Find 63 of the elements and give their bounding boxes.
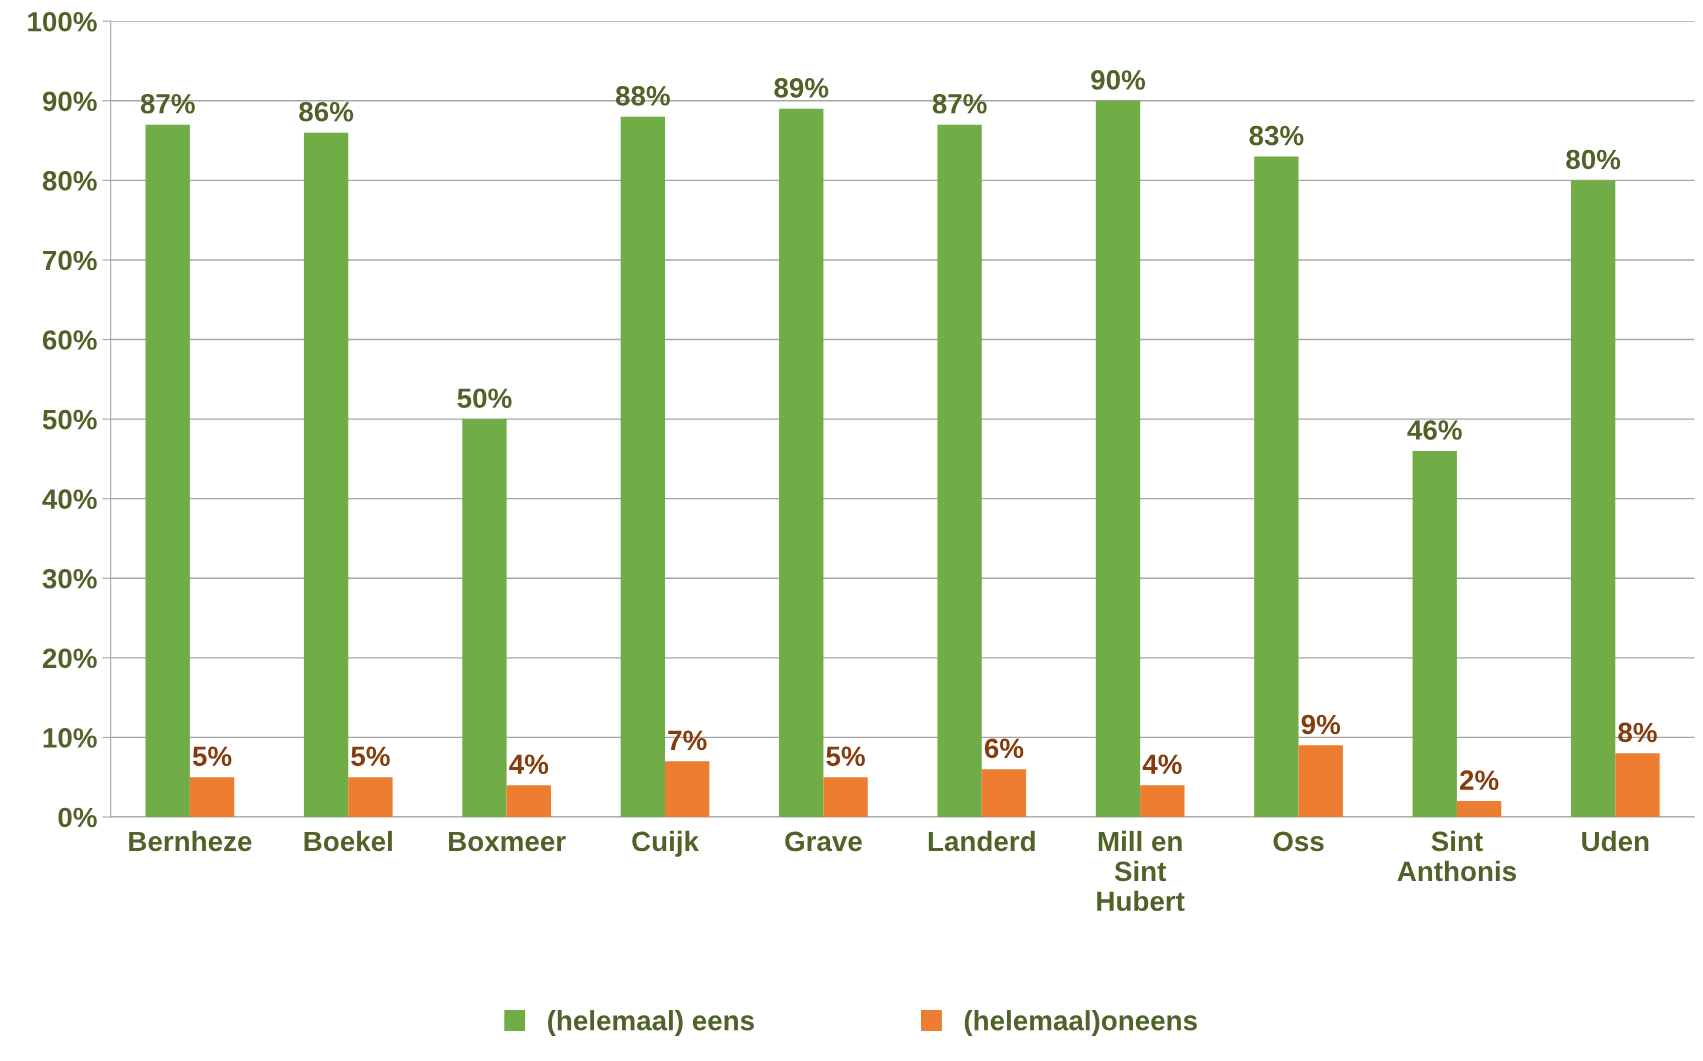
data-label: 87% [932, 93, 987, 114]
data-label: 88% [615, 85, 670, 106]
data-label: 50% [457, 388, 512, 409]
data-label: 87% [140, 93, 195, 114]
bar [1140, 785, 1185, 817]
y-tick-label: 100% [28, 11, 97, 32]
data-label: 80% [1566, 149, 1621, 170]
bar [1412, 450, 1457, 817]
data-label: 5% [826, 746, 865, 767]
bar [145, 124, 190, 817]
x-tick-label: Sint Anthonis [1397, 830, 1516, 882]
x-tick-label: Cuijk [632, 830, 700, 857]
x-tick-label: Bernheze [129, 830, 252, 852]
x-tick-label: Landerd [928, 830, 1035, 852]
bar [348, 777, 393, 817]
y-tick-label: 80% [42, 171, 97, 191]
bar [981, 769, 1027, 817]
data-label: 9% [1301, 714, 1341, 735]
y-tick-label: 70% [43, 250, 97, 271]
y-tick-label: 10% [43, 728, 97, 748]
y-tick-label: 60% [42, 330, 97, 350]
data-label: 4% [509, 754, 549, 775]
data-label: 8% [1618, 722, 1657, 743]
bar [779, 108, 824, 817]
y-tick-label: 50% [42, 409, 97, 430]
bar [189, 777, 235, 817]
y-tick-label: 20% [42, 648, 97, 669]
bar [1456, 801, 1502, 817]
data-label: 86% [299, 101, 354, 122]
x-tick-label: Boxmeer [449, 831, 566, 852]
data-label: 83% [1249, 125, 1304, 146]
bar [1095, 100, 1141, 817]
data-label: 6% [984, 738, 1024, 759]
bar [1254, 156, 1299, 817]
bar [1298, 745, 1343, 817]
bar [665, 761, 710, 817]
x-tick-label: Boekel [304, 830, 392, 852]
bar [506, 785, 551, 817]
bar [823, 777, 868, 817]
data-label: 5% [192, 746, 232, 767]
data-label: 46% [1407, 420, 1462, 440]
bar [1570, 180, 1616, 817]
y-tick-label: 30% [42, 568, 97, 589]
data-label: 2% [1459, 770, 1499, 790]
bar [462, 419, 507, 817]
data-label: 5% [351, 746, 390, 767]
x-tick-label: Grave [785, 831, 862, 852]
x-tick-label: Oss [1273, 831, 1324, 852]
bar [1615, 753, 1660, 817]
x-tick-label: Uden [1582, 830, 1649, 852]
bar [937, 124, 982, 817]
y-tick-label: 40% [42, 489, 97, 510]
data-label: 7% [668, 730, 707, 751]
data-label: 4% [1142, 754, 1182, 775]
bar [303, 132, 349, 817]
data-label: 90% [1091, 70, 1146, 90]
bar [620, 116, 666, 817]
legend-label: (helemaal)oneens [964, 1010, 1197, 1036]
x-tick-label: Mill en Sint Hubert [1097, 830, 1185, 912]
y-tick-label: 0% [58, 807, 97, 828]
legend-label: (helemaal) eens [548, 1010, 754, 1036]
y-tick-label: 90% [42, 91, 97, 112]
data-label: 89% [774, 78, 829, 98]
